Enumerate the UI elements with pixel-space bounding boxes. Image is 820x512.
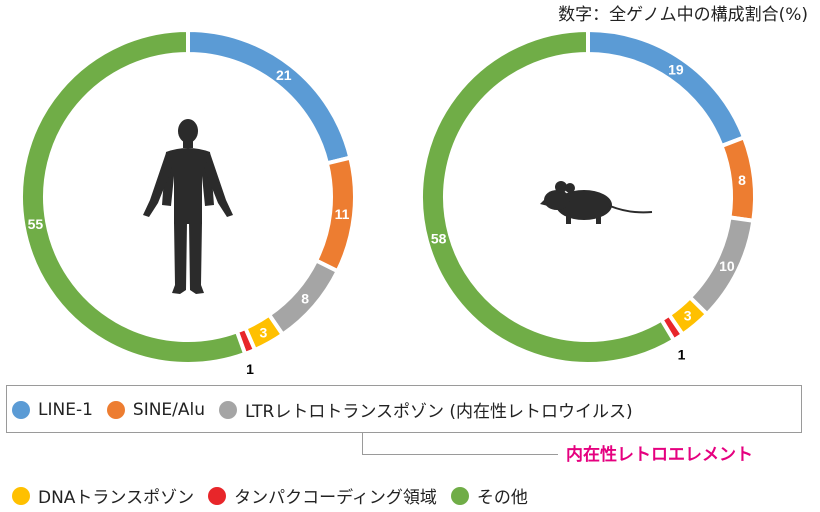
donut2-label-dna: 3 [684, 308, 692, 324]
legend-label-other: その他 [476, 488, 528, 508]
legend-row-retroelements: LINE-1 SINE/Alu LTRレトロトランスポゾン (内在性レトロウイル… [12, 397, 647, 422]
donut1-label-ltr: 8 [301, 291, 309, 307]
legend-swatch-sine [106, 400, 125, 419]
donut1-label-coding: 1 [246, 361, 254, 377]
chart-note: 数字：全ゲノム中の構成割合(%) [558, 5, 808, 25]
legend-swatch-coding [208, 486, 227, 505]
legend-item-dna: DNAトランスポゾン [12, 483, 194, 508]
legend-label-dna: DNAトランスポゾン [38, 488, 195, 508]
donut2-slice-other [419, 27, 677, 366]
legend-item-ltr: LTRレトロトランスポゾン (内在性レトロウイルス) [219, 397, 633, 422]
legend-swatch-dna [12, 486, 30, 505]
human-silhouette-icon [143, 119, 233, 294]
donut1-label-other: 55 [28, 216, 44, 232]
donut2-label-other: 58 [431, 230, 447, 246]
donut1-slice-other [19, 27, 248, 366]
legend-swatch-ltr [219, 400, 238, 419]
donut1-label-dna: 3 [259, 324, 267, 340]
donut2-label-sine: 8 [738, 172, 746, 188]
donut2-label-line1: 19 [668, 61, 684, 77]
donut2-slice-line1 [586, 27, 747, 149]
bracket-line-vertical [362, 433, 363, 455]
legend-label-ltr: LTRレトロトランスポゾン (内在性レトロウイルス) [245, 402, 633, 422]
donut1-label-sine: 11 [335, 206, 350, 222]
mouse-silhouette-icon [540, 181, 653, 224]
donut2-label-ltr: 10 [719, 258, 735, 274]
legend-swatch-line1 [12, 400, 30, 419]
legend-swatch-other [450, 486, 469, 505]
legend-label-coding: タンパクコーディング領域 [234, 488, 437, 508]
retroelement-callout-label: 内在性レトロエレメント [566, 445, 753, 465]
legend-item-line1: LINE-1 [12, 400, 93, 420]
legend-item-sine: SINE/Alu [106, 399, 206, 420]
donut1-label-line1: 21 [276, 67, 292, 83]
bracket-line-horizontal [362, 454, 558, 455]
donut1-slice-line1 [186, 27, 353, 166]
legend-item-other: その他 [450, 483, 528, 508]
legend-label-sine: SINE/Alu [132, 399, 206, 420]
legend-item-coding: タンパクコーディング領域 [208, 483, 437, 508]
retroelement-legend-box [6, 385, 802, 433]
legend-label-line1: LINE-1 [38, 399, 93, 420]
legend-row-other: DNAトランスポゾン タンパクコーディング領域 その他 [12, 483, 542, 508]
donut2-label-coding: 1 [678, 346, 686, 362]
